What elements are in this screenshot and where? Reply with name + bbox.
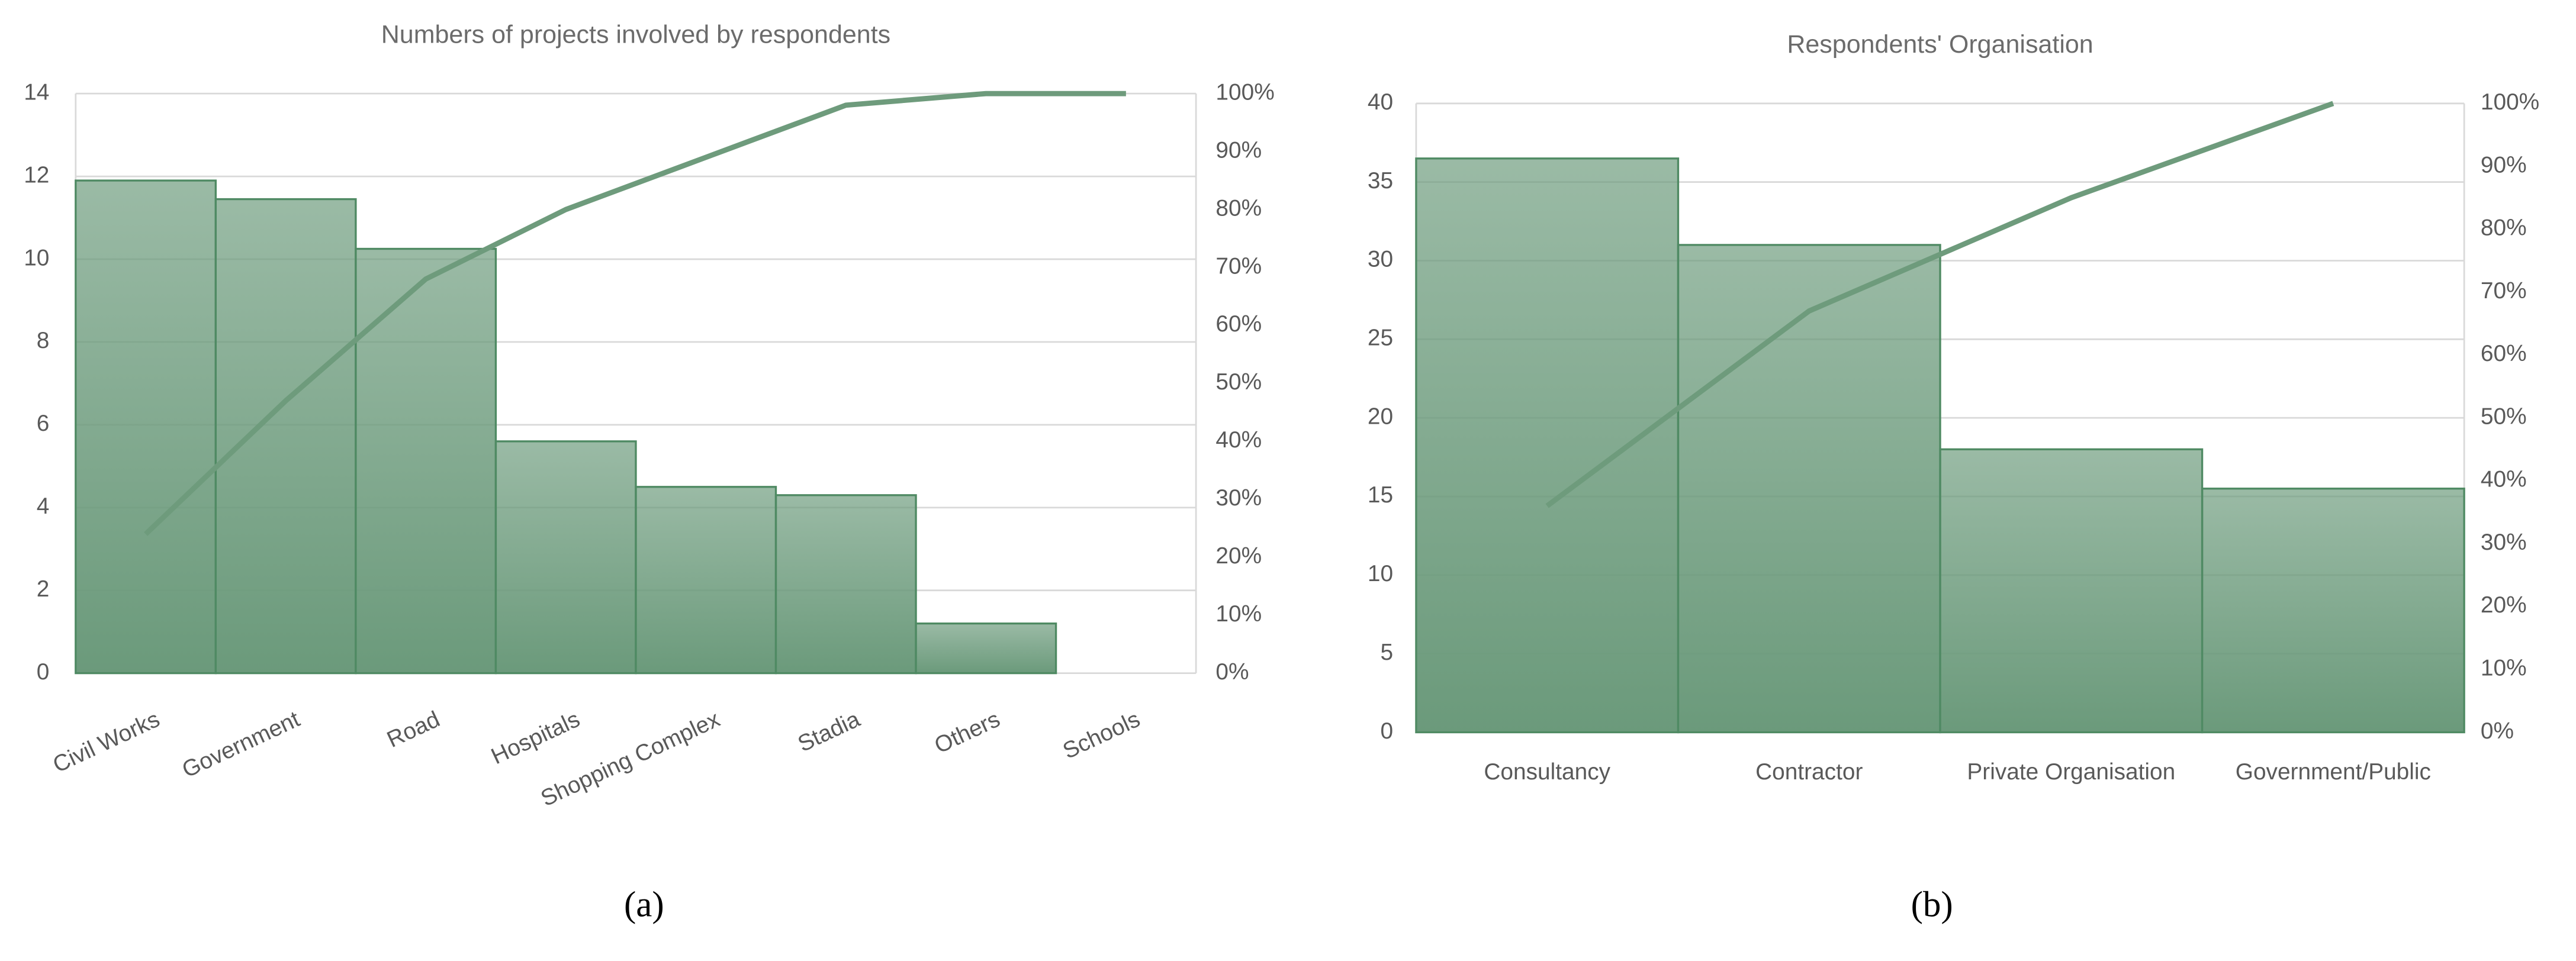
y2-tick-label: 10% — [2481, 655, 2527, 681]
y-tick-label: 40 — [1368, 89, 1393, 115]
y-tick-label: 30 — [1368, 247, 1393, 272]
y2-tick-label: 20% — [1215, 543, 1262, 569]
y2-tick-label: 60% — [1215, 311, 1262, 337]
y2-tick-label: 60% — [2481, 341, 2527, 366]
x-tick-label: Schools — [1059, 707, 1144, 764]
bar — [1939, 448, 2204, 734]
y2-tick-label: 40% — [2481, 467, 2527, 492]
y-tick-label: 10 — [24, 245, 49, 270]
y2-tick-label: 50% — [1215, 369, 1262, 395]
y-tick-label: 15 — [1368, 482, 1393, 508]
x-tick-label: Private Organisation — [1967, 759, 2175, 785]
x-tick-label: Road — [383, 707, 443, 753]
y-tick-label: 25 — [1368, 325, 1393, 351]
y-tick-label: 14 — [24, 79, 49, 105]
x-tick-label: Contractor — [1755, 759, 1863, 785]
x-tick-label: Government/Public — [2236, 759, 2431, 785]
x-tick-label: Civil Works — [49, 707, 163, 778]
y-tick-label: 12 — [24, 162, 49, 188]
y2-tick-label: 30% — [2481, 530, 2527, 555]
y-tick-label: 10 — [1368, 561, 1393, 586]
y2-tick-label: 0% — [1215, 659, 1249, 685]
x-tick-label: Stadia — [794, 707, 864, 757]
cumulative-line — [1545, 101, 2334, 508]
bar — [1677, 244, 1941, 734]
y2-tick-label: 100% — [1215, 79, 1274, 105]
y2-tick-label: 50% — [2481, 404, 2527, 429]
y-tick-label: 0 — [37, 659, 50, 685]
chart-title: Respondents' Organisation — [1787, 30, 2093, 59]
bar — [214, 198, 357, 675]
y2-tick-label: 90% — [2481, 152, 2527, 178]
bar — [75, 179, 217, 675]
chart-title: Numbers of projects involved by responde… — [381, 20, 890, 49]
y2-tick-label: 40% — [1215, 427, 1262, 453]
y2-tick-label: 70% — [1215, 253, 1262, 279]
bar — [774, 494, 917, 675]
y-tick-label: 35 — [1368, 168, 1393, 194]
y-tick-label: 4 — [37, 494, 50, 519]
caption: (b) — [1911, 885, 1953, 924]
bar — [915, 622, 1057, 675]
x-tick-label: Hospitals — [487, 707, 584, 769]
x-tick-label: Others — [931, 707, 1004, 759]
bar — [2201, 488, 2465, 734]
cumulative-line — [144, 91, 1126, 536]
y-tick-label: 20 — [1368, 404, 1393, 429]
bar — [1415, 157, 1680, 734]
y-tick-label: 0 — [1380, 718, 1393, 744]
bar — [635, 486, 777, 675]
y2-tick-label: 100% — [2481, 89, 2539, 115]
x-tick-label: Consultancy — [1484, 759, 1610, 785]
y2-tick-label: 80% — [1215, 195, 1262, 221]
y-tick-label: 8 — [37, 328, 50, 353]
x-tick-label: Government — [178, 707, 304, 783]
y2-tick-label: 30% — [1215, 485, 1262, 511]
bar — [355, 247, 497, 675]
y-tick-label: 2 — [37, 576, 50, 602]
y2-tick-label: 10% — [1215, 601, 1262, 627]
y2-tick-label: 20% — [2481, 592, 2527, 618]
y2-tick-label: 80% — [2481, 215, 2527, 241]
y2-tick-label: 90% — [1215, 137, 1262, 163]
y2-tick-label: 70% — [2481, 278, 2527, 304]
caption: (a) — [624, 885, 664, 924]
y-tick-label: 5 — [1380, 640, 1393, 665]
y2-tick-label: 0% — [2481, 718, 2514, 744]
y-tick-label: 6 — [37, 411, 50, 436]
bar — [494, 440, 637, 675]
